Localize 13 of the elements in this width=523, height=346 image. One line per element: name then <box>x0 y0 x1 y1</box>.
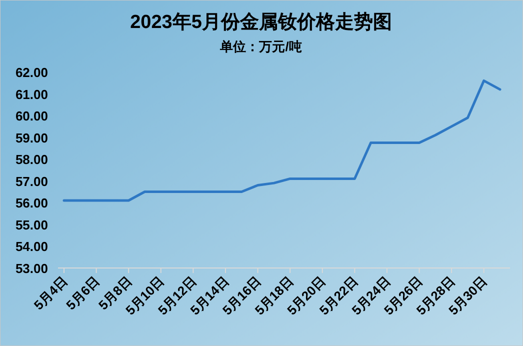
chart-title: 2023年5月份金属钕价格走势图 <box>130 11 392 33</box>
line-series <box>62 79 502 202</box>
y-tick-label: 56.00 <box>15 196 48 211</box>
y-tick-label: 62.00 <box>15 65 48 80</box>
y-tick-label: 57.00 <box>15 174 48 189</box>
y-tick-label: 55.00 <box>15 217 48 232</box>
y-tick-label: 58.00 <box>15 152 48 168</box>
chart-subtitle: 单位：万元/吨 <box>219 39 302 54</box>
y-tick-label: 61.00 <box>15 86 48 102</box>
y-tick-label: 59.00 <box>15 130 48 146</box>
y-tick-label: 54.00 <box>15 239 48 254</box>
y-tick-label: 53.00 <box>15 261 48 276</box>
y-tick-label: 60.00 <box>15 108 48 124</box>
